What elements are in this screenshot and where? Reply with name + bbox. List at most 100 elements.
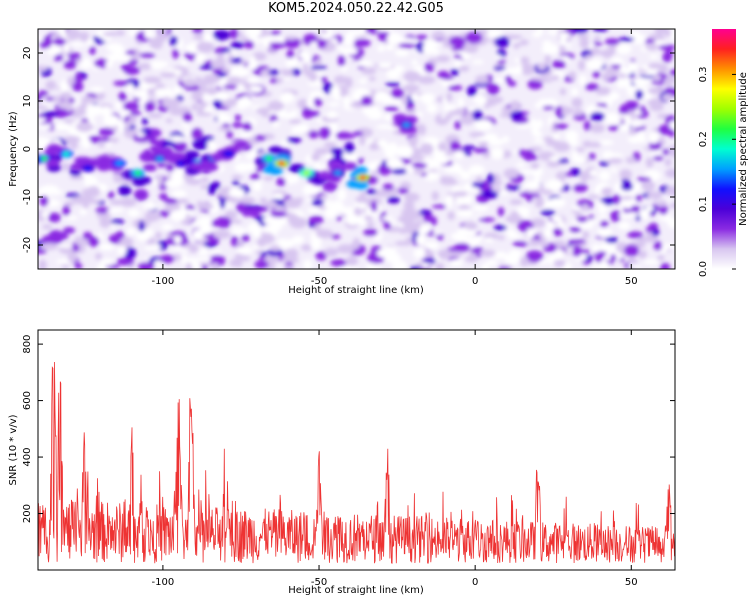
heatmap-cell <box>592 29 609 32</box>
heatmap-cell <box>407 85 415 97</box>
heatmap-cell <box>391 88 405 99</box>
heatmap-cell <box>159 254 175 264</box>
heatmap-peak <box>115 160 123 166</box>
heatmap-cell <box>79 208 88 215</box>
heatmap-cell <box>502 136 510 143</box>
heatmap-cell <box>346 30 365 37</box>
heatmap-cell <box>454 107 466 116</box>
heatmap-cell <box>619 169 632 180</box>
heatmap-cell <box>620 195 634 200</box>
heatmap-cell <box>317 171 332 180</box>
heatmap-cell <box>414 111 423 118</box>
heatmap-cell <box>244 82 252 90</box>
heatmap-cell <box>343 162 358 171</box>
heatmap-cell <box>616 78 627 89</box>
heatmap-cell <box>412 222 422 231</box>
heatmap-cell <box>589 123 605 134</box>
heatmap-cell <box>139 81 150 90</box>
heatmap-cell <box>498 266 511 269</box>
heatmap-cell <box>342 76 353 85</box>
x-tick-label: -50 <box>311 577 327 588</box>
heatmap-cell <box>311 153 321 162</box>
heatmap-cell <box>532 131 543 138</box>
heatmap-cell <box>635 194 642 203</box>
heatmap-cell <box>51 231 69 241</box>
heatmap-cell <box>637 249 648 259</box>
heatmap-cell <box>495 54 502 60</box>
heatmap-cell <box>156 162 167 168</box>
snr-panel: -100 -50 0 50 200 400 600 800 Height of straig… <box>8 329 676 596</box>
heatmap-cell <box>283 265 295 269</box>
heatmap-cell <box>359 190 366 203</box>
heatmap-cell <box>401 94 408 105</box>
heatmap-cell <box>618 221 631 230</box>
heatmap-cell <box>79 31 90 42</box>
heatmap-cell <box>342 34 355 46</box>
heatmap-cell <box>182 112 192 123</box>
heatmap-cell <box>79 57 92 70</box>
heatmap-cell <box>431 204 449 209</box>
heatmap-cell <box>118 91 127 102</box>
heatmap-cell <box>487 138 504 146</box>
heatmap-cell <box>105 60 113 68</box>
heatmap-cell <box>569 226 582 234</box>
heatmap-cell <box>600 219 609 228</box>
heatmap-cell <box>383 114 395 121</box>
heatmap-cell <box>281 112 297 119</box>
heatmap-cell <box>268 145 283 154</box>
heatmap-cell <box>468 164 485 176</box>
heatmap-cell <box>417 123 427 136</box>
heatmap-cell <box>210 59 227 69</box>
heatmap-cell <box>316 38 327 49</box>
heatmap-cell <box>564 42 572 48</box>
heatmap-cell <box>72 81 84 92</box>
heatmap-cell <box>588 218 599 223</box>
heatmap-cell <box>38 123 52 130</box>
heatmap-cell <box>237 32 244 37</box>
heatmap-cell <box>465 111 473 118</box>
heatmap-cell <box>149 136 157 145</box>
heatmap-cell <box>137 63 153 71</box>
heatmap-cell <box>519 186 526 193</box>
heatmap-cell <box>627 263 641 269</box>
heatmap-cell <box>320 29 328 35</box>
heatmap-cell <box>302 63 309 75</box>
heatmap-cell <box>42 224 53 230</box>
heatmap-cell <box>63 135 81 144</box>
heatmap-cell <box>231 122 244 128</box>
heatmap-cell <box>500 190 511 195</box>
heatmap-cell <box>335 216 342 221</box>
heatmap-cell <box>206 86 219 95</box>
heatmap-cell <box>99 217 112 228</box>
heatmap-cell <box>515 206 531 216</box>
heatmap-cell <box>543 228 553 238</box>
heatmap-cell <box>63 215 78 221</box>
heatmap-cell <box>600 96 610 103</box>
heatmap-cell <box>370 200 378 212</box>
heatmap-cell <box>53 54 64 62</box>
heatmap-cell <box>311 198 324 207</box>
heatmap-cell <box>409 265 422 269</box>
heatmap-cell <box>592 70 601 79</box>
heatmap-cell <box>183 243 198 250</box>
heatmap-cell <box>623 77 631 89</box>
heatmap-cell <box>542 105 555 110</box>
heatmap-cell <box>240 95 251 106</box>
heatmap-cell <box>180 253 187 265</box>
heatmap-cell <box>458 204 470 211</box>
heatmap-cell <box>474 119 493 131</box>
heatmap-cell <box>385 82 401 87</box>
heatmap-cell <box>588 152 596 160</box>
heatmap-cell <box>623 67 633 76</box>
heatmap-cell <box>391 168 407 175</box>
heatmap-cell <box>327 102 341 107</box>
heatmap-cell <box>454 242 471 252</box>
heatmap-cell <box>377 164 385 172</box>
heatmap-cell <box>63 226 76 234</box>
heatmap-cell <box>198 216 212 227</box>
heatmap-cell <box>97 155 112 164</box>
colorbar-tick-label: 0.1 <box>698 196 709 212</box>
heatmap-cell <box>266 249 284 257</box>
heatmap-cell <box>382 183 394 191</box>
heatmap-cell <box>535 119 544 129</box>
